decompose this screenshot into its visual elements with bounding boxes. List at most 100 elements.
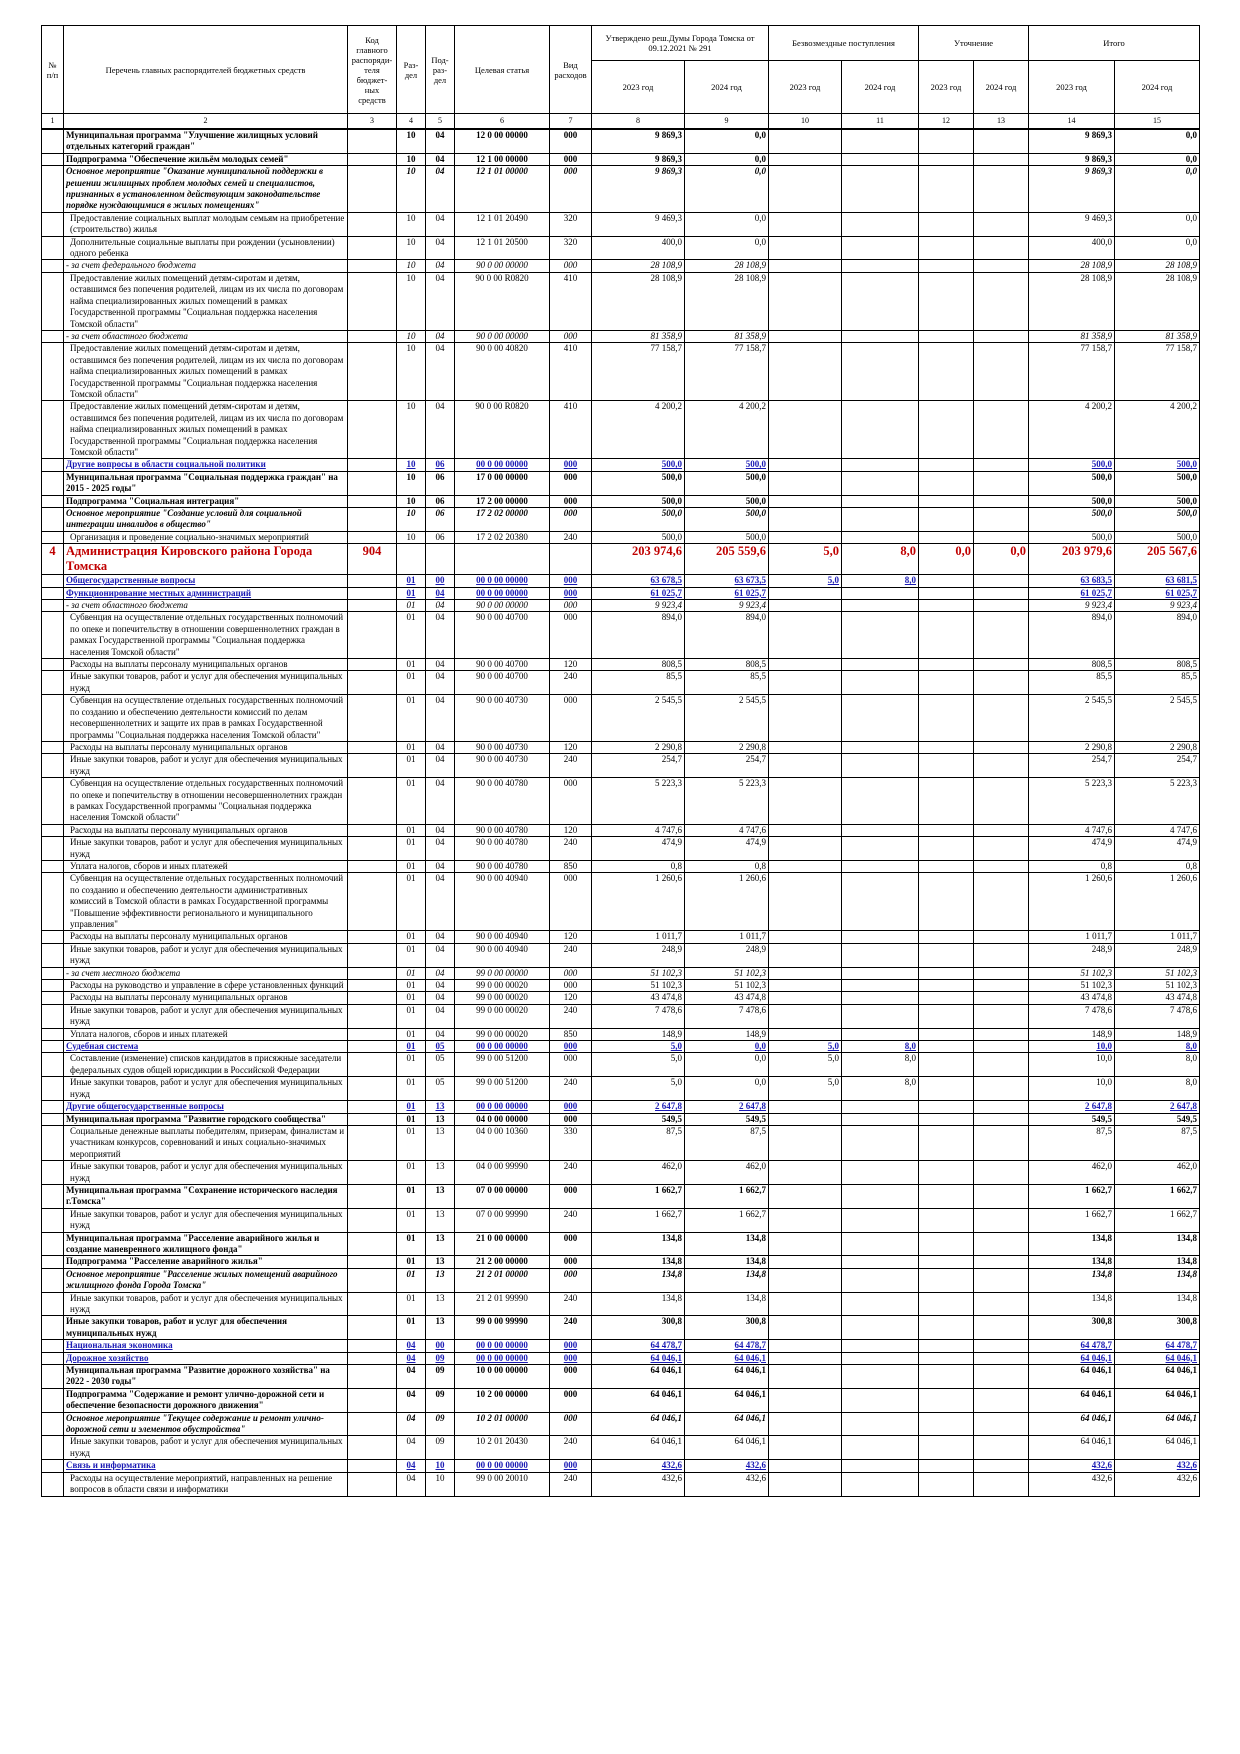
amount-cell: 5,0	[768, 574, 843, 588]
row-label: Предоставление социальных выплат молодым…	[63, 211, 348, 237]
amount-cell: 2 290,8	[591, 740, 685, 755]
amount-cell: 0,0	[683, 152, 770, 167]
amount-cell	[841, 872, 920, 932]
code-cell: 99 0 00 00000	[454, 966, 550, 981]
code-cell	[41, 1003, 64, 1029]
code-cell: 04	[425, 991, 455, 1005]
amount-cell: 61 025,7	[1028, 586, 1116, 601]
amount-cell: 500,0	[591, 494, 685, 509]
amount-cell: 10,0	[1028, 1076, 1116, 1102]
amount-cell: 134,8	[683, 1267, 770, 1293]
row-label: Муниципальная программа "Расселение авар…	[63, 1231, 348, 1257]
amount-cell	[768, 1255, 843, 1269]
header-cell: Перечень главных распорядителей бюджетны…	[63, 25, 348, 114]
table-row: Основное мероприятие "Расселение жилых п…	[41, 1267, 1201, 1293]
code-cell: 000	[549, 1267, 592, 1293]
amount-cell: 77 158,7	[591, 342, 685, 402]
code-cell	[41, 1076, 64, 1102]
amount-cell	[973, 1052, 1030, 1078]
table-row: Муниципальная программа "Сохранение исто…	[41, 1183, 1201, 1209]
code-cell: 04	[425, 694, 455, 742]
amount-cell: 2 545,5	[1114, 694, 1201, 742]
amount-cell: 9 869,3	[1028, 128, 1116, 154]
code-cell: 07 0 00 99990	[454, 1207, 550, 1233]
amount-cell	[768, 494, 843, 509]
code-cell: 01	[396, 740, 426, 755]
amount-cell	[973, 128, 1030, 154]
code-cell: 90 0 00 40940	[454, 942, 550, 968]
amount-cell: 4 747,6	[1114, 823, 1201, 838]
code-cell: 120	[549, 740, 592, 755]
amount-cell: 51 102,3	[1028, 966, 1116, 981]
table-row: Субвенция на осуществление отдельных гос…	[41, 777, 1201, 825]
code-cell	[41, 966, 64, 981]
amount-cell	[918, 1459, 975, 1473]
amount-cell	[841, 400, 920, 460]
row-label: Муниципальная программа "Сохранение исто…	[63, 1183, 348, 1209]
amount-cell	[973, 1027, 1030, 1042]
code-cell	[41, 152, 64, 167]
code-cell: 00 0 00 00000	[454, 574, 550, 588]
amount-cell	[918, 1387, 975, 1413]
code-cell: 000	[549, 599, 592, 613]
amount-cell	[973, 1112, 1030, 1126]
row-label: Муниципальная программа "Социальная подд…	[63, 470, 348, 496]
table-row: Муниципальная программа "Социальная подд…	[41, 470, 1201, 496]
amount-cell: 5,0	[768, 1040, 843, 1054]
code-cell: 90 0 00 40940	[454, 930, 550, 944]
amount-cell: 64 046,1	[683, 1411, 770, 1437]
code-cell: 000	[549, 1351, 592, 1366]
code-cell: 000	[549, 1112, 592, 1126]
code-cell: 00 0 00 00000	[454, 1339, 550, 1353]
code-cell: 07 0 00 00000	[454, 1183, 550, 1209]
amount-cell: 134,8	[683, 1231, 770, 1257]
code-cell	[41, 1100, 64, 1114]
amount-cell	[841, 1207, 920, 1233]
amount-cell	[918, 753, 975, 779]
amount-cell	[841, 1291, 920, 1317]
row-label: Иные закупки товаров, работ и услуг для …	[63, 1291, 348, 1317]
amount-cell	[768, 152, 843, 167]
column-number: 5	[425, 113, 455, 130]
row-label: Составление (изменение) списков кандидат…	[63, 1052, 348, 1078]
code-cell	[41, 574, 64, 588]
code-cell	[347, 470, 397, 496]
code-cell	[41, 165, 64, 213]
amount-cell	[841, 777, 920, 825]
amount-cell	[973, 1471, 1030, 1497]
table-row: Подпрограмма "Социальная интеграция" 10 06…	[41, 494, 1201, 509]
amount-cell	[768, 1231, 843, 1257]
code-cell: 04	[425, 235, 455, 261]
code-cell	[347, 670, 397, 696]
amount-cell: 64 046,1	[1028, 1364, 1116, 1389]
row-label: Иные закупки товаров, работ и услуг для …	[63, 670, 348, 696]
code-cell	[41, 1364, 64, 1389]
amount-cell: 81 358,9	[1114, 329, 1201, 344]
amount-cell: 474,9	[683, 836, 770, 861]
column-number: 15	[1114, 113, 1201, 130]
amount-cell: 64 046,1	[591, 1411, 685, 1437]
amount-cell: 134,8	[683, 1291, 770, 1317]
table-row: Составление (изменение) списков кандидат…	[41, 1052, 1201, 1078]
code-cell: 13	[425, 1291, 455, 1317]
amount-cell	[918, 1339, 975, 1353]
amount-cell	[918, 859, 975, 874]
code-cell: 01	[396, 1100, 426, 1114]
amount-cell	[841, 165, 920, 213]
code-cell: 000	[549, 1183, 592, 1209]
amount-cell	[768, 694, 843, 742]
amount-cell	[841, 1351, 920, 1366]
amount-cell	[918, 586, 975, 601]
code-cell: 04	[425, 586, 455, 601]
amount-cell: 0,0	[1114, 128, 1201, 154]
amount-cell: 500,0	[1028, 458, 1116, 472]
amount-cell: 500,0	[1114, 458, 1201, 472]
code-cell	[41, 859, 64, 874]
amount-cell	[973, 1459, 1030, 1473]
code-cell	[41, 694, 64, 742]
code-cell: 09	[425, 1387, 455, 1413]
amount-cell: 5 223,3	[1028, 777, 1116, 825]
amount-cell	[918, 1027, 975, 1042]
code-cell: 09	[425, 1411, 455, 1437]
code-cell: 10	[425, 1459, 455, 1473]
